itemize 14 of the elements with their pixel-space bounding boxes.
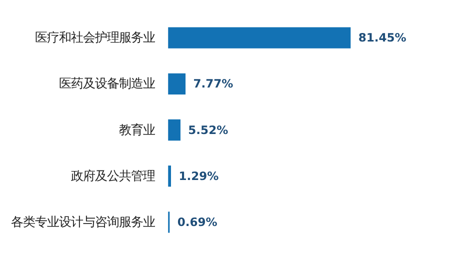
data-label: 0.69% bbox=[177, 215, 218, 230]
y-tick-label: 医疗和社会护理服务业 bbox=[35, 30, 156, 45]
data-label: 7.77% bbox=[193, 76, 234, 91]
y-tick-label: 医药及设备制造业 bbox=[59, 76, 156, 91]
bar bbox=[168, 166, 172, 187]
y-tick-label: 教育业 bbox=[119, 122, 156, 137]
bar bbox=[168, 27, 351, 48]
y-tick-label: 各类专业设计与咨询服务业 bbox=[11, 214, 156, 230]
data-label: 1.29% bbox=[178, 168, 220, 183]
data-label: 5.52% bbox=[188, 122, 229, 137]
bar bbox=[168, 73, 186, 94]
y-tick-label: 政府及公共管理 bbox=[71, 168, 156, 183]
data-label: 81.45% bbox=[358, 30, 407, 45]
bar bbox=[168, 119, 180, 141]
